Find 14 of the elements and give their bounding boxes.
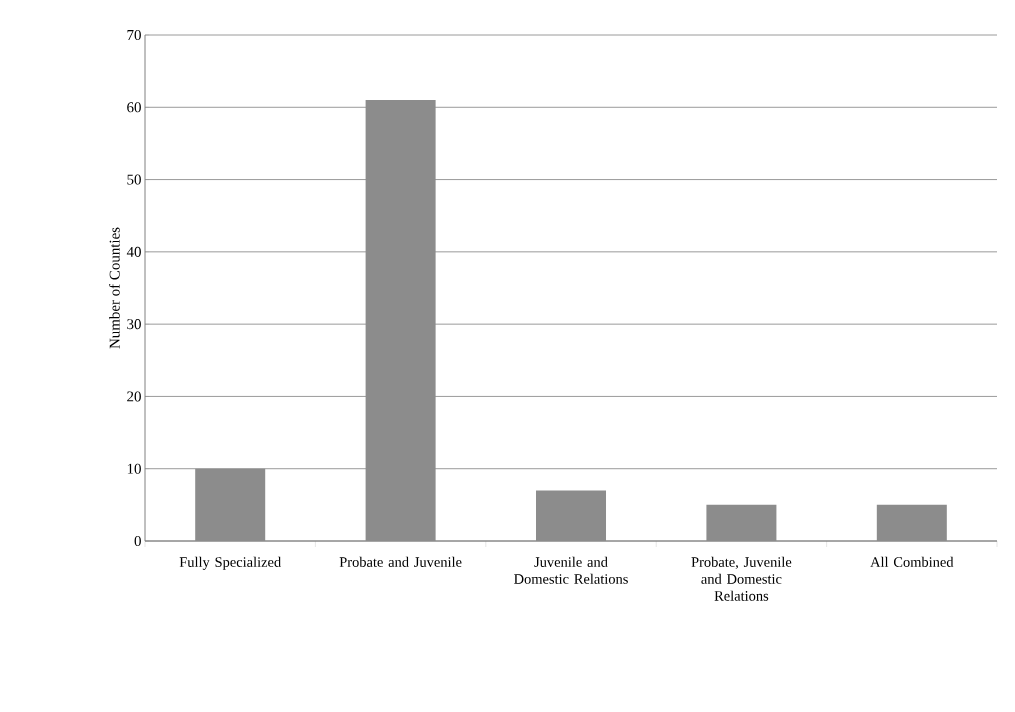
y-tick-label: 10	[127, 463, 141, 474]
y-tick-label: 30	[127, 319, 141, 330]
x-tick-label: Juvenile and Domestic Relations	[514, 556, 628, 584]
y-tick-label: 70	[127, 29, 141, 41]
y-tick-label: 50	[127, 174, 141, 185]
x-tick-label: Fully Specialized	[179, 556, 281, 570]
y-axis-title: Number of Counties	[109, 227, 120, 349]
y-tick-label: 40	[126, 246, 141, 257]
y-tick-label: 60	[127, 102, 141, 113]
x-tick-label: All Combined	[870, 556, 954, 567]
y-tick-label: 0	[134, 535, 141, 547]
x-tick-label: Probate and Juvenile	[339, 556, 462, 567]
x-tick-label: Probate, Juvenile and Domestic Relations	[691, 556, 792, 601]
y-tick-label: 20	[127, 391, 141, 402]
